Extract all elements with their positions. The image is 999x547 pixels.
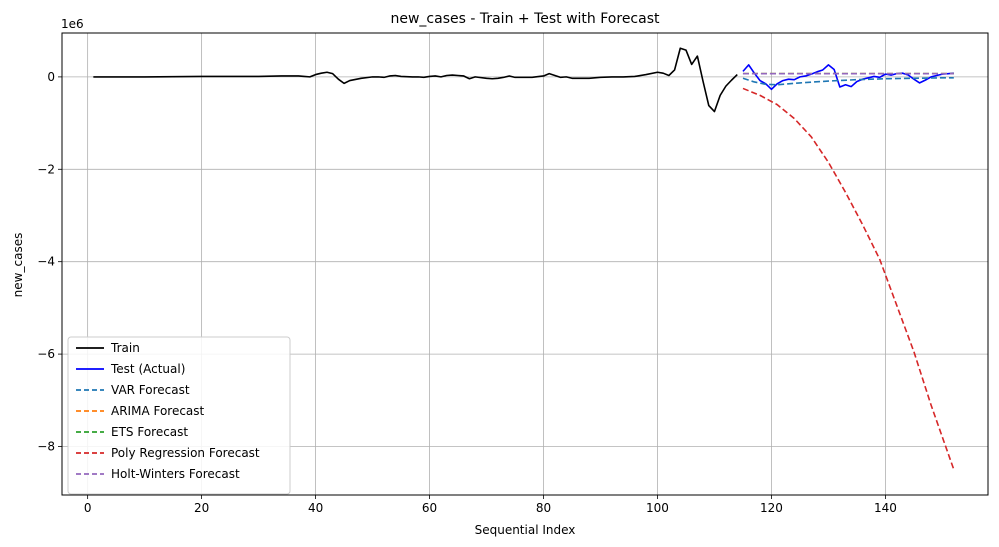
x-tick-label: 60 — [422, 501, 437, 515]
y-axis-title: new_cases — [11, 233, 25, 298]
y-tick-label: −4 — [37, 255, 55, 269]
legend-label-ets-forecast: ETS Forecast — [111, 425, 188, 439]
y-tick-label: 0 — [47, 70, 55, 84]
x-axis: 0 20 40 60 80 100 120 140 — [84, 495, 897, 515]
x-tick-label: 20 — [194, 501, 209, 515]
y-scale-label: 1e6 — [61, 17, 84, 31]
plot-frame — [61, 32, 989, 496]
legend-label-poly-regression-forecast: Poly Regression Forecast — [111, 446, 260, 460]
x-axis-title: Sequential Index — [475, 523, 576, 537]
legend-label-var-forecast: VAR Forecast — [111, 383, 190, 397]
x-tick-label: 120 — [760, 501, 783, 515]
legend: Train Test (Actual) VAR Forecast ARIMA Fore… — [67, 336, 291, 495]
legend-box — [67, 336, 291, 495]
legend-label-arima-forecast: ARIMA Forecast — [111, 404, 205, 418]
x-tick-label: 100 — [646, 501, 669, 515]
series-line-train — [93, 47, 738, 113]
x-tick-label: 140 — [874, 501, 897, 515]
chart-title: new_cases - Train + Test with Forecast — [390, 11, 660, 27]
series-line-poly-regression-forecast — [742, 87, 955, 470]
y-tick-label: −2 — [37, 162, 55, 176]
y-tick-label: −8 — [37, 439, 55, 453]
legend-label-holt-winters-forecast: Holt-Winters Forecast — [111, 467, 240, 481]
series-group — [93, 47, 955, 470]
series-line-var-forecast — [742, 77, 954, 86]
legend-label-train: Train — [110, 341, 140, 355]
legend-label-test-actual: Test (Actual) — [110, 362, 185, 376]
y-tick-label: −6 — [37, 347, 55, 361]
x-tick-label: 0 — [84, 501, 92, 515]
series-line-test-actual — [742, 64, 954, 91]
y-axis: −8 −6 −4 −2 0 — [37, 70, 62, 453]
x-tick-label: 80 — [536, 501, 551, 515]
x-tick-label: 40 — [308, 501, 323, 515]
